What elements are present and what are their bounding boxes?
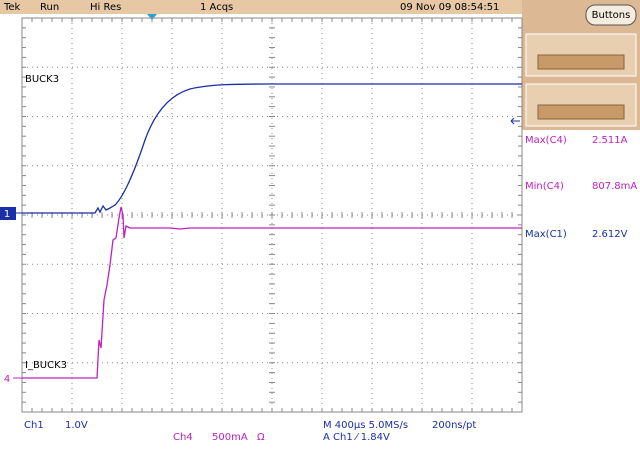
run-state: Run [40,2,59,13]
ch4-impedance: Ω [257,432,265,443]
trace-label: I_BUCK3 [25,360,67,371]
datetime: 09 Nov 09 08:54:51 [400,2,499,13]
ch1-scale: 1.0V [65,420,88,431]
ch4-marker-label: 4 [4,374,10,385]
ch1-name: Ch1 [24,420,44,431]
slot-bar [537,104,625,120]
buttons-label: Buttons [592,10,631,21]
acq-mode: Hi Res [90,2,121,13]
graticule [21,17,523,412]
timebase: M 400µs 5.0MS/s [323,420,408,431]
trigger-level-marker [510,117,520,125]
graticule-border [21,17,523,413]
measurement-label: Min(C4) [525,181,564,192]
buttons-button[interactable] [585,4,637,26]
status-bar [0,0,640,14]
resolution: 200ns/pt [432,420,476,431]
measurement-value: 2.511A [592,135,628,146]
slot-bar [537,54,625,70]
ch1-marker[interactable] [0,207,16,220]
trigger-setting: A Ch1 ⁄ 1.84V [323,432,390,443]
trace-label: BUCK3 [25,74,59,85]
measurement-value: 2.612V [592,229,628,240]
ch1-marker-label: 1 [4,209,10,220]
ch4-waveform [22,206,522,379]
ch4-name: Ch4 [173,432,193,443]
measurement-label: Max(C1) [525,229,567,240]
acq-count: 1 Acqs [200,2,233,13]
ch4-scale: 500mA [212,432,248,443]
ch1-waveform [22,83,522,214]
measurement-value: 807.8mA [592,181,637,192]
brand: Tek [3,2,21,13]
trigger-position [147,14,157,20]
measurement-label: Max(C4) [525,135,567,146]
